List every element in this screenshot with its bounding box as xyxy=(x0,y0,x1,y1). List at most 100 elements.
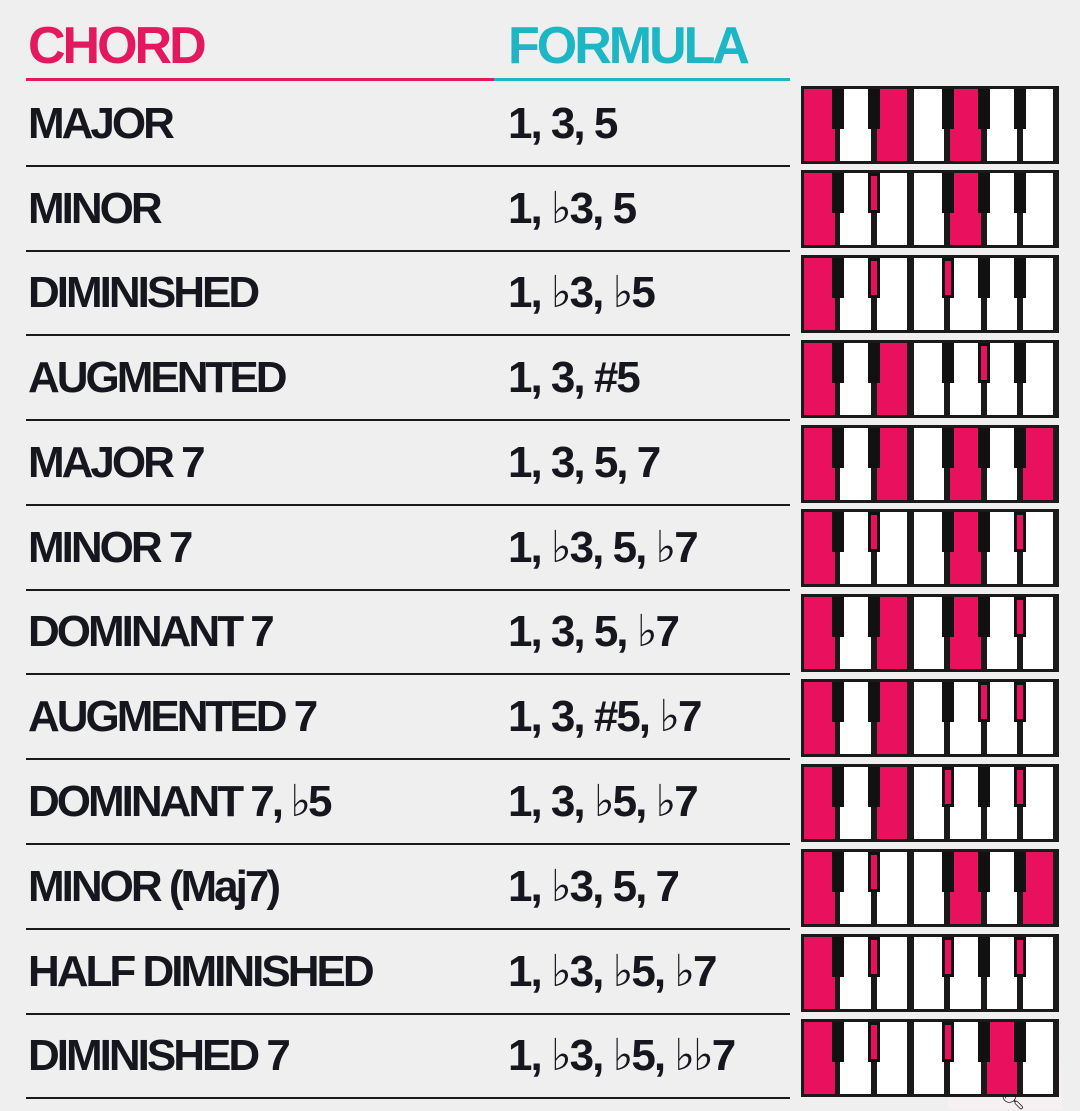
formula-header: FORMULA xyxy=(508,17,750,75)
piano-keyboard-diagram xyxy=(801,425,1059,503)
black-key xyxy=(1014,512,1027,552)
white-key xyxy=(986,343,1017,415)
black-key xyxy=(868,258,881,298)
piano-keyboard-diagram xyxy=(801,594,1059,672)
black-key xyxy=(831,89,844,129)
chord-formula: 1, ♭3, ♭5, ♭♭7 xyxy=(508,1031,736,1080)
chord-formula: 1, 3, 5, 7 xyxy=(508,437,661,487)
white-key xyxy=(1022,428,1054,500)
row-divider xyxy=(26,1013,790,1015)
black-key xyxy=(978,937,990,977)
chord-name: MAJOR xyxy=(28,98,175,148)
black-key xyxy=(868,428,881,468)
white-key xyxy=(804,597,835,669)
white-key xyxy=(950,343,981,415)
black-key xyxy=(1014,428,1027,468)
white-key xyxy=(804,682,835,754)
white-key xyxy=(876,173,908,245)
chord-name: DOMINANT 7, ♭5 xyxy=(28,777,332,826)
white-key xyxy=(1022,852,1054,924)
white-key xyxy=(986,258,1017,330)
black-key xyxy=(978,343,990,383)
black-key xyxy=(941,937,954,977)
black-key xyxy=(831,852,844,892)
chord-name: HALF DIMINISHED xyxy=(28,946,375,996)
table-row: AUGMENTED 7 1, 3, #5, ♭7 xyxy=(26,675,790,760)
row-divider xyxy=(26,334,790,336)
white-key xyxy=(950,89,981,161)
white-key xyxy=(1022,173,1054,245)
piano-keyboard-diagram xyxy=(801,849,1059,927)
black-key xyxy=(941,1022,954,1062)
white-key xyxy=(876,89,908,161)
black-key xyxy=(978,173,990,213)
row-divider xyxy=(26,589,790,591)
chord-formula: 1, ♭3, 5, 7 xyxy=(508,862,680,911)
white-key xyxy=(840,682,871,754)
black-key xyxy=(1014,767,1027,807)
row-divider xyxy=(26,419,790,421)
white-key xyxy=(804,343,835,415)
white-key xyxy=(840,173,871,245)
piano-keyboard-diagram xyxy=(801,170,1059,248)
chord-name: MINOR xyxy=(28,183,163,233)
piano-keyboard-diagram xyxy=(801,255,1059,333)
white-key xyxy=(876,428,908,500)
white-key xyxy=(950,258,981,330)
black-key xyxy=(868,89,881,129)
white-key xyxy=(804,258,835,330)
black-key xyxy=(941,682,954,722)
white-key xyxy=(913,767,945,839)
table-row: DIMINISHED 1, ♭3, ♭5 xyxy=(26,251,790,336)
black-key xyxy=(941,173,954,213)
table-row: MINOR (Maj7) 1, ♭3, 5, 7 xyxy=(26,845,790,930)
table-row: MAJOR 7 1, 3, 5, 7 xyxy=(26,421,790,506)
chord-name: AUGMENTED 7 xyxy=(28,691,318,741)
chord-formula: 1, ♭3, 5, ♭7 xyxy=(508,523,699,572)
chord-formula: 1, ♭3, 5 xyxy=(508,184,637,233)
chord-formula: 1, 3, #5 xyxy=(508,352,641,402)
chord-header-underline xyxy=(26,78,494,81)
white-key xyxy=(876,258,908,330)
black-key xyxy=(941,258,954,298)
black-key xyxy=(868,597,881,637)
black-key xyxy=(1014,89,1027,129)
black-key xyxy=(978,512,990,552)
black-key xyxy=(941,852,954,892)
white-key xyxy=(804,767,835,839)
black-key xyxy=(868,682,881,722)
black-key xyxy=(1014,597,1027,637)
piano-keyboard-diagram xyxy=(801,340,1059,418)
table-row: MINOR 7 1, ♭3, 5, ♭7 xyxy=(26,506,790,591)
white-key xyxy=(804,89,835,161)
white-key xyxy=(950,512,981,584)
chord-name: DOMINANT 7 xyxy=(28,606,275,656)
white-key xyxy=(840,428,871,500)
white-key xyxy=(1022,258,1054,330)
black-key xyxy=(868,512,881,552)
white-key xyxy=(986,1022,1017,1094)
piano-keyboard-diagram xyxy=(801,679,1059,757)
piano-keyboard-diagram xyxy=(801,1019,1059,1097)
white-key xyxy=(950,937,981,1009)
black-key xyxy=(1014,258,1027,298)
chord-name: AUGMENTED xyxy=(28,352,288,402)
black-key xyxy=(978,682,990,722)
white-key xyxy=(950,852,981,924)
white-key xyxy=(840,937,871,1009)
white-key xyxy=(913,89,945,161)
white-key xyxy=(950,682,981,754)
black-key xyxy=(941,597,954,637)
white-key xyxy=(840,597,871,669)
black-key xyxy=(868,1022,881,1062)
white-key xyxy=(986,682,1017,754)
white-key xyxy=(986,428,1017,500)
white-key xyxy=(840,1022,871,1094)
chord-formula: 1, ♭3, ♭5, ♭7 xyxy=(508,947,717,996)
chord-header: CHORD xyxy=(28,17,207,75)
white-key xyxy=(913,682,945,754)
white-key xyxy=(986,852,1017,924)
black-key xyxy=(978,1022,990,1062)
white-key xyxy=(840,852,871,924)
table-row: MINOR 1, ♭3, 5 xyxy=(26,167,790,252)
